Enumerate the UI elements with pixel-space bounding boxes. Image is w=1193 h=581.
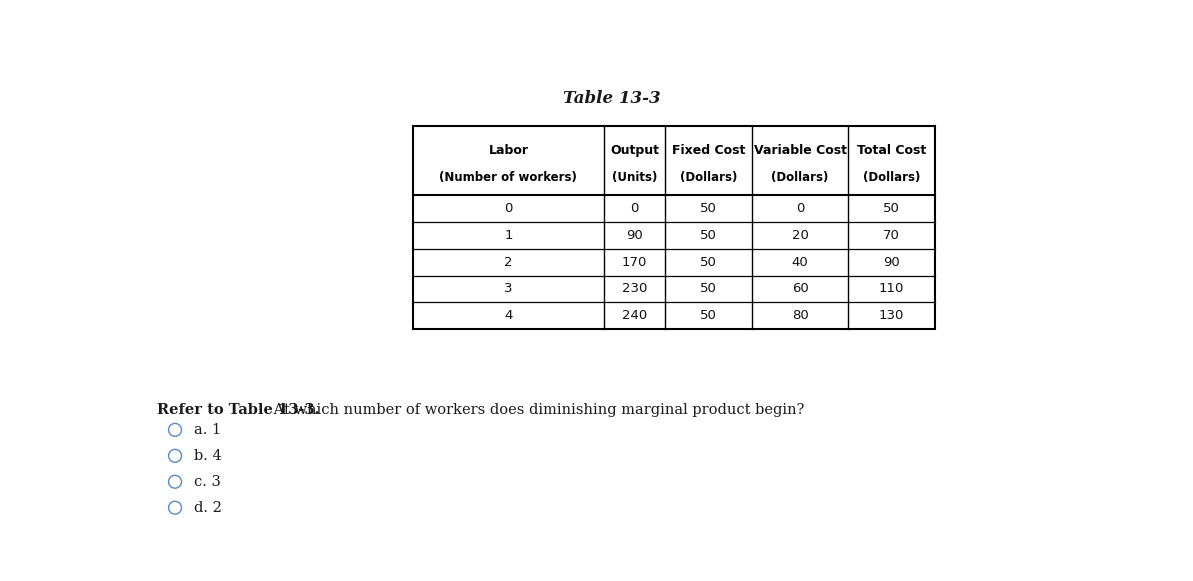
Text: 80: 80 <box>792 309 809 322</box>
Text: 60: 60 <box>792 282 809 295</box>
Text: 4: 4 <box>505 309 513 322</box>
Text: 40: 40 <box>792 256 809 268</box>
Text: 130: 130 <box>879 309 904 322</box>
Text: 50: 50 <box>700 309 717 322</box>
Text: b. 4: b. 4 <box>193 449 221 463</box>
Text: Output: Output <box>610 144 660 157</box>
Text: 50: 50 <box>700 256 717 268</box>
Text: Variable Cost: Variable Cost <box>754 144 847 157</box>
Text: 20: 20 <box>792 229 809 242</box>
Text: 0: 0 <box>796 202 804 215</box>
Text: 0: 0 <box>630 202 638 215</box>
Text: 50: 50 <box>700 202 717 215</box>
Text: d. 2: d. 2 <box>193 501 222 515</box>
Text: Refer to Table 13-3.: Refer to Table 13-3. <box>156 403 319 417</box>
Text: Labor: Labor <box>488 144 528 157</box>
Text: Fixed Cost: Fixed Cost <box>672 144 746 157</box>
Text: Total Cost: Total Cost <box>857 144 926 157</box>
Text: (Dollars): (Dollars) <box>863 171 920 184</box>
Text: (Dollars): (Dollars) <box>680 171 737 184</box>
Text: 50: 50 <box>700 282 717 295</box>
Text: (Dollars): (Dollars) <box>772 171 829 184</box>
Text: (Number of workers): (Number of workers) <box>439 171 577 184</box>
Text: 2: 2 <box>505 256 513 268</box>
Text: 3: 3 <box>505 282 513 295</box>
Text: Table 13-3: Table 13-3 <box>563 90 660 107</box>
Text: 90: 90 <box>883 256 900 268</box>
Text: 90: 90 <box>626 229 643 242</box>
Text: 240: 240 <box>622 309 648 322</box>
Text: (Units): (Units) <box>612 171 657 184</box>
Text: 50: 50 <box>883 202 900 215</box>
Text: c. 3: c. 3 <box>193 475 221 489</box>
Text: At which number of workers does diminishing marginal product begin?: At which number of workers does diminish… <box>270 403 804 417</box>
Text: 170: 170 <box>622 256 648 268</box>
Text: 110: 110 <box>879 282 904 295</box>
Text: 1: 1 <box>505 229 513 242</box>
Text: 0: 0 <box>505 202 513 215</box>
Text: 50: 50 <box>700 229 717 242</box>
Text: 230: 230 <box>622 282 648 295</box>
Text: 70: 70 <box>883 229 900 242</box>
Bar <box>413 125 935 329</box>
Text: a. 1: a. 1 <box>193 423 221 437</box>
